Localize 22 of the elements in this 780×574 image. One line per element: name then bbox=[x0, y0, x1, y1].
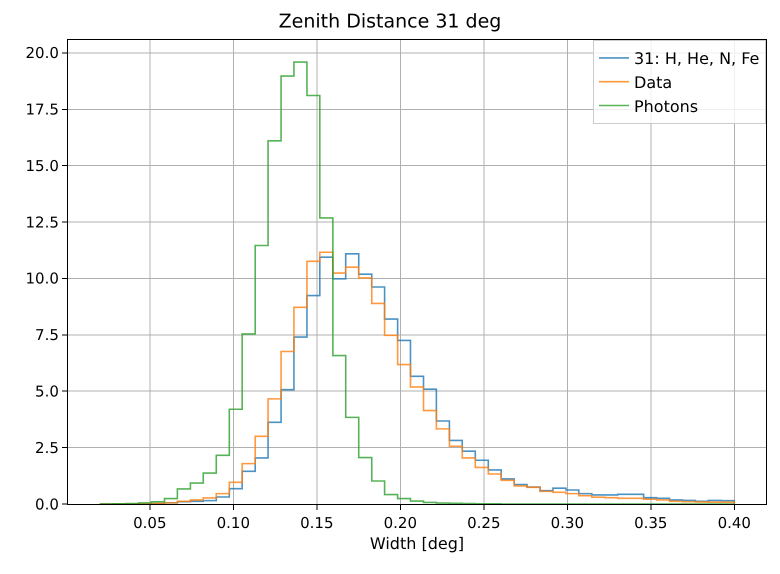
x-tick-label: 0.05 bbox=[133, 514, 167, 532]
y-tick-label: 0.0 bbox=[35, 495, 59, 514]
x-tick-label: 0.10 bbox=[216, 514, 250, 532]
y-tick-label: 7.5 bbox=[35, 326, 59, 344]
y-tick-label: 10.0 bbox=[25, 270, 59, 288]
x-tick-label: 0.30 bbox=[550, 514, 584, 532]
x-tick-label: 0.15 bbox=[300, 514, 334, 532]
y-tick-label: 20.0 bbox=[25, 44, 59, 62]
legend-label: 31: H, He, N, Fe bbox=[634, 49, 760, 68]
x-tick-label: 0.35 bbox=[634, 514, 668, 532]
y-tick-label: 2.5 bbox=[35, 438, 59, 457]
y-tick-label: 17.5 bbox=[25, 100, 59, 118]
x-tick-label: 0.25 bbox=[467, 514, 500, 532]
y-tick-label: 5.0 bbox=[35, 382, 59, 400]
x-tick-label: 0.20 bbox=[384, 514, 418, 532]
chart-title: Zenith Distance 31 deg bbox=[278, 10, 502, 33]
legend-label: Photons bbox=[634, 96, 698, 116]
y-tick-label: 15.0 bbox=[25, 156, 59, 175]
legend-label: Data bbox=[634, 72, 672, 92]
y-tick-label: 12.5 bbox=[25, 213, 59, 232]
x-tick-label: 0.40 bbox=[718, 514, 751, 532]
x-axis-title: Width [deg] bbox=[370, 534, 464, 553]
